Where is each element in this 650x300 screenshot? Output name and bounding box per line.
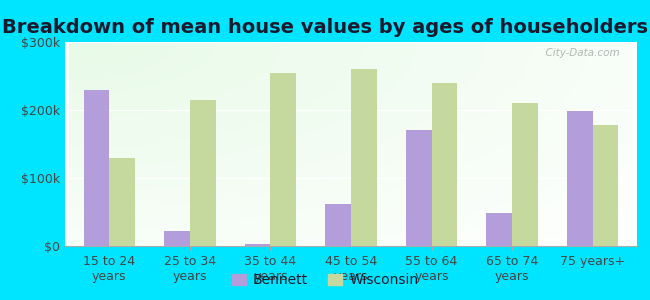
- Bar: [325, 204, 351, 246]
- Text: City-Data.com: City-Data.com: [540, 48, 620, 58]
- Bar: [406, 130, 432, 246]
- Bar: [512, 103, 538, 246]
- Bar: [593, 125, 618, 246]
- Bar: [486, 213, 512, 246]
- Bar: [351, 69, 377, 246]
- Bar: [567, 111, 593, 246]
- Bar: [164, 231, 190, 246]
- Bar: [109, 158, 135, 246]
- Bar: [432, 83, 458, 246]
- Bar: [190, 100, 216, 246]
- Bar: [244, 244, 270, 246]
- Text: Breakdown of mean house values by ages of householders: Breakdown of mean house values by ages o…: [2, 18, 648, 37]
- Legend: Bennett, Wisconsin: Bennett, Wisconsin: [226, 268, 424, 293]
- Bar: [270, 73, 296, 246]
- Bar: [84, 90, 109, 246]
